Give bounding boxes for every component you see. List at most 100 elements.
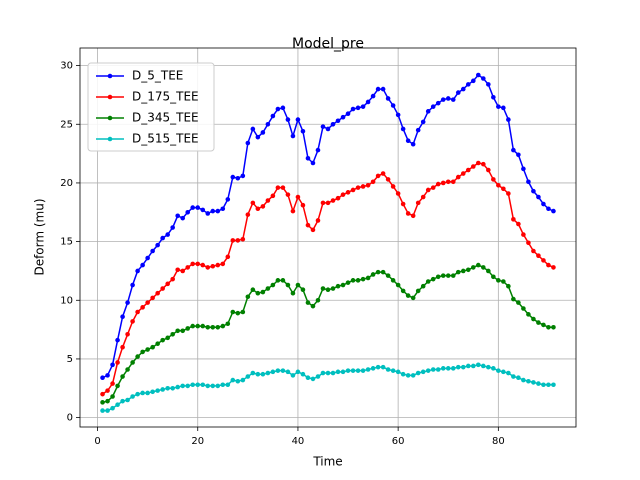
- data-point: [175, 328, 180, 334]
- data-point: [140, 390, 145, 396]
- data-point: [360, 276, 366, 282]
- data-point: [240, 236, 246, 242]
- data-point: [440, 273, 446, 278]
- data-point: [195, 382, 201, 388]
- data-point: [546, 324, 551, 330]
- y-tick-label: 30: [60, 61, 73, 72]
- data-point: [440, 366, 446, 371]
- data-point: [340, 282, 346, 288]
- data-point: [546, 206, 551, 212]
- data-point: [481, 161, 486, 167]
- data-point: [380, 364, 386, 370]
- data-point: [255, 371, 261, 377]
- data-point: [400, 371, 406, 377]
- data-point: [200, 262, 206, 268]
- data-point: [275, 368, 281, 373]
- data-point: [370, 366, 376, 371]
- data-point: [105, 373, 110, 378]
- data-point: [521, 232, 526, 237]
- data-point: [375, 269, 381, 275]
- data-point: [435, 100, 441, 106]
- data-point: [385, 177, 391, 182]
- data-point: [300, 371, 306, 377]
- data-point: [290, 208, 296, 214]
- data-point: [250, 126, 256, 132]
- data-point: [365, 182, 371, 188]
- data-point: [270, 282, 276, 288]
- data-point: [170, 385, 175, 391]
- data-point: [375, 86, 381, 92]
- data-point: [521, 306, 526, 311]
- data-point: [516, 152, 521, 158]
- data-point: [230, 309, 236, 315]
- data-point: [165, 281, 170, 287]
- data-point: [405, 138, 411, 143]
- data-point: [195, 205, 201, 210]
- data-point: [185, 265, 191, 270]
- data-point: [425, 187, 431, 193]
- data-point: [445, 96, 451, 101]
- data-point: [541, 382, 546, 388]
- data-point: [125, 367, 130, 372]
- legend-marker: [107, 115, 113, 121]
- data-point: [335, 118, 341, 124]
- data-point: [420, 369, 426, 375]
- data-point: [481, 76, 486, 81]
- data-point: [516, 300, 521, 305]
- data-point: [470, 164, 476, 169]
- data-point: [240, 309, 246, 315]
- data-point: [325, 370, 331, 376]
- data-point: [375, 364, 381, 370]
- data-point: [215, 324, 221, 330]
- data-point: [395, 191, 401, 196]
- data-point: [345, 280, 351, 285]
- data-point: [455, 269, 461, 275]
- data-point: [305, 155, 311, 161]
- data-point: [265, 286, 271, 291]
- data-point: [185, 326, 191, 331]
- data-point: [210, 324, 216, 330]
- data-point: [300, 129, 306, 134]
- legend-label: D_515_TEE: [132, 132, 199, 146]
- data-point: [325, 200, 331, 206]
- data-point: [350, 368, 356, 373]
- data-point: [330, 198, 336, 203]
- data-point: [496, 104, 501, 109]
- data-point: [531, 248, 536, 254]
- data-point: [460, 86, 466, 92]
- data-point: [531, 380, 536, 385]
- data-point: [225, 254, 231, 260]
- data-point: [285, 282, 291, 288]
- data-point: [120, 344, 125, 350]
- y-tick-label: 10: [60, 295, 73, 306]
- data-point: [465, 82, 471, 87]
- data-point: [410, 213, 416, 219]
- data-point: [220, 261, 226, 267]
- data-point: [415, 200, 421, 206]
- data-point: [400, 201, 406, 207]
- data-point: [511, 374, 516, 379]
- data-point: [541, 322, 546, 328]
- data-point: [511, 147, 516, 153]
- data-point: [275, 185, 281, 190]
- data-point: [155, 242, 160, 248]
- data-point: [400, 288, 406, 294]
- data-point: [410, 295, 416, 301]
- data-point: [175, 213, 180, 219]
- data-point: [506, 117, 511, 122]
- data-point: [300, 202, 306, 208]
- chart-title: Model_pre: [292, 36, 364, 52]
- data-point: [486, 167, 491, 173]
- data-point: [345, 111, 351, 117]
- data-point: [501, 369, 506, 375]
- data-point: [170, 276, 175, 282]
- data-point: [185, 209, 191, 215]
- data-point: [195, 323, 201, 329]
- data-point: [440, 97, 446, 102]
- data-point: [115, 383, 120, 389]
- data-point: [235, 175, 241, 181]
- data-point: [435, 181, 441, 187]
- data-point: [445, 179, 451, 185]
- data-point: [516, 375, 521, 381]
- x-tick-label: 80: [492, 436, 505, 447]
